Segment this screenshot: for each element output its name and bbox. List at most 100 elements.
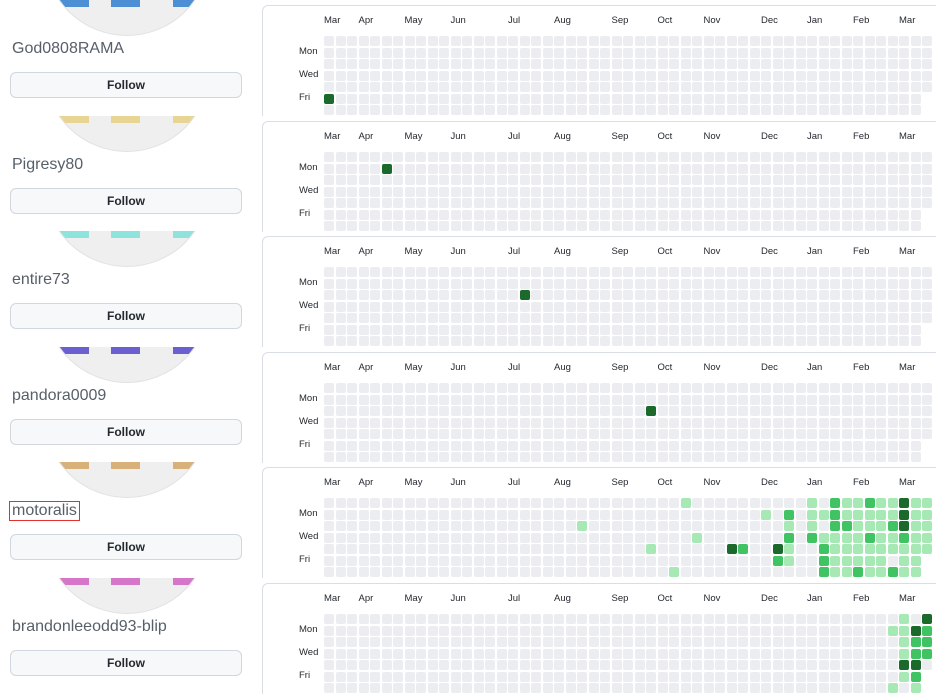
contribution-cell[interactable]: [749, 278, 760, 289]
contribution-cell[interactable]: [887, 648, 898, 659]
contribution-cell[interactable]: [910, 186, 921, 197]
contribution-cell[interactable]: [703, 93, 714, 104]
contribution-cell[interactable]: [542, 567, 553, 577]
contribution-cell[interactable]: [795, 175, 806, 185]
contribution-cell[interactable]: [439, 47, 449, 58]
contribution-cell[interactable]: [531, 498, 541, 508]
contribution-cell[interactable]: [381, 521, 392, 531]
contribution-cell[interactable]: [588, 313, 599, 323]
contribution-cell[interactable]: [531, 394, 541, 405]
contribution-cell[interactable]: [531, 544, 541, 554]
contribution-cell[interactable]: [554, 544, 564, 554]
contribution-cell[interactable]: [531, 221, 541, 231]
contribution-cell[interactable]: [600, 498, 610, 508]
contribution-cell[interactable]: [462, 383, 472, 393]
contribution-cell[interactable]: [462, 221, 472, 231]
contribution-cell[interactable]: [784, 429, 794, 439]
contribution-cell[interactable]: [358, 498, 369, 508]
contribution-cell[interactable]: [450, 660, 461, 670]
contribution-cell[interactable]: [508, 336, 518, 346]
contribution-cell[interactable]: [703, 544, 714, 554]
contribution-cell[interactable]: [841, 186, 852, 197]
contribution-cell[interactable]: [715, 567, 725, 577]
contribution-cell[interactable]: [669, 660, 679, 670]
contribution-cell[interactable]: [485, 209, 495, 220]
contribution-cell[interactable]: [634, 417, 645, 428]
contribution-cell[interactable]: [347, 521, 357, 531]
contribution-cell[interactable]: [347, 544, 357, 554]
contribution-cell[interactable]: [887, 221, 898, 231]
contribution-cell[interactable]: [910, 324, 921, 335]
contribution-cell[interactable]: [680, 152, 691, 162]
contribution-cell[interactable]: [784, 671, 794, 682]
contribution-cell[interactable]: [795, 209, 806, 220]
contribution-cell[interactable]: [749, 152, 760, 162]
contribution-cell[interactable]: [887, 70, 898, 81]
contribution-cell[interactable]: [761, 152, 771, 162]
contribution-cell[interactable]: [324, 521, 334, 531]
contribution-cell[interactable]: [358, 301, 369, 312]
contribution-cell[interactable]: [531, 637, 541, 647]
contribution-cell[interactable]: [519, 175, 530, 185]
contribution-cell[interactable]: [692, 221, 702, 231]
contribution-cell[interactable]: [381, 93, 392, 104]
contribution-cell[interactable]: [646, 429, 656, 439]
contribution-cell[interactable]: [473, 452, 484, 462]
contribution-cell[interactable]: [818, 440, 829, 451]
contribution-cell[interactable]: [646, 614, 656, 624]
contribution-cell[interactable]: [439, 452, 449, 462]
contribution-cell[interactable]: [669, 440, 679, 451]
contribution-cell[interactable]: [715, 555, 725, 566]
contribution-cell[interactable]: [496, 625, 507, 636]
contribution-cell[interactable]: [703, 521, 714, 531]
contribution-cell[interactable]: [496, 290, 507, 300]
contribution-cell[interactable]: [416, 429, 426, 439]
contribution-cell[interactable]: [772, 336, 783, 346]
contribution-cell[interactable]: [738, 198, 748, 208]
contribution-cell[interactable]: [588, 209, 599, 220]
contribution-cell[interactable]: [899, 417, 909, 428]
contribution-cell[interactable]: [887, 105, 898, 115]
contribution-cell[interactable]: [439, 440, 449, 451]
contribution-cell[interactable]: [393, 36, 403, 46]
contribution-cell[interactable]: [335, 152, 346, 162]
contribution-cell[interactable]: [450, 59, 461, 69]
contribution-cell[interactable]: [370, 544, 380, 554]
contribution-cell[interactable]: [611, 637, 622, 647]
contribution-cell[interactable]: [531, 152, 541, 162]
contribution-cell[interactable]: [692, 383, 702, 393]
contribution-cell[interactable]: [864, 625, 875, 636]
contribution-cell[interactable]: [393, 186, 403, 197]
contribution-cell[interactable]: [381, 417, 392, 428]
contribution-cell[interactable]: [841, 452, 852, 462]
contribution-cell-active[interactable]: [818, 555, 829, 566]
contribution-cell-active[interactable]: [922, 614, 932, 624]
contribution-cell[interactable]: [324, 383, 334, 393]
contribution-cell[interactable]: [646, 336, 656, 346]
contribution-cell[interactable]: [554, 93, 564, 104]
contribution-cell[interactable]: [335, 498, 346, 508]
follow-button[interactable]: Follow: [10, 534, 242, 560]
contribution-cell[interactable]: [680, 521, 691, 531]
contribution-cell[interactable]: [795, 394, 806, 405]
follow-button[interactable]: Follow: [10, 72, 242, 98]
contribution-cell[interactable]: [749, 267, 760, 277]
contribution-cell[interactable]: [657, 301, 668, 312]
contribution-cell[interactable]: [749, 70, 760, 81]
contribution-cell[interactable]: [818, 82, 829, 92]
contribution-cell[interactable]: [738, 221, 748, 231]
contribution-cell[interactable]: [496, 47, 507, 58]
contribution-cell[interactable]: [795, 671, 806, 682]
contribution-cell[interactable]: [358, 36, 369, 46]
contribution-cell[interactable]: [818, 406, 829, 416]
contribution-cell[interactable]: [462, 163, 472, 174]
contribution-cell[interactable]: [485, 93, 495, 104]
contribution-cell[interactable]: [473, 417, 484, 428]
contribution-cell[interactable]: [899, 186, 909, 197]
contribution-cell[interactable]: [646, 417, 656, 428]
contribution-cell[interactable]: [703, 625, 714, 636]
contribution-cell[interactable]: [542, 637, 553, 647]
contribution-cell[interactable]: [542, 555, 553, 566]
contribution-cell[interactable]: [450, 498, 461, 508]
contribution-cell[interactable]: [462, 324, 472, 335]
